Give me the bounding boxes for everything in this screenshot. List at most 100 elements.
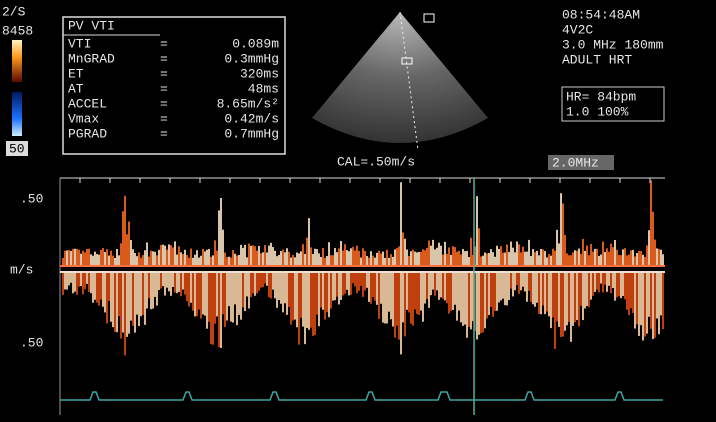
spectrum-up: [564, 235, 566, 266]
spectrum-down: [596, 272, 598, 290]
measurement-label: ACCEL: [68, 96, 107, 111]
spectrum-up: [360, 258, 362, 266]
spectrum-up: [528, 240, 530, 266]
spectrum-up: [126, 234, 128, 266]
spectrum-down: [98, 272, 100, 306]
spectrum-down: [264, 272, 266, 283]
spectrum-up: [408, 256, 410, 266]
spectrum-down: [462, 272, 464, 326]
spectrum-down: [192, 272, 194, 311]
spectrum-up: [200, 256, 202, 266]
spectrum-down: [508, 272, 510, 300]
spectrum-up: [104, 252, 106, 266]
spectrum-down: [650, 272, 652, 329]
spectrum-down: [234, 272, 236, 304]
spectrum-down: [272, 272, 274, 290]
spectrum-up: [368, 258, 370, 266]
measurement-value: 48ms: [248, 81, 279, 96]
spectrum-down: [386, 272, 388, 323]
spectrum-up: [640, 251, 642, 266]
measurement-value: 0.7mmHg: [224, 126, 279, 141]
spectrum-up: [400, 182, 402, 266]
spectrum-up: [534, 252, 536, 266]
spectrum-up: [148, 257, 150, 266]
spectrum-down: [628, 272, 630, 315]
spectrum-down: [202, 272, 204, 314]
spectrum-down: [114, 272, 116, 332]
spectrum-up: [236, 256, 238, 266]
spectrum-down: [332, 272, 334, 301]
spectrum-down: [62, 272, 64, 295]
spectrum-up: [290, 258, 292, 266]
spectrum-down: [88, 272, 90, 292]
spectrum-down: [618, 272, 620, 296]
spectrum-down: [86, 272, 88, 284]
measurement-label: AT: [68, 81, 84, 96]
spectrum-down: [402, 272, 404, 322]
spectrum-down: [644, 272, 646, 337]
spectrum-down: [208, 272, 210, 322]
spectrum-up: [624, 248, 626, 266]
spectrum-down: [372, 272, 374, 297]
spectrum-down: [532, 272, 534, 304]
spectrum-up: [144, 250, 146, 266]
info-line: 4V2C: [562, 22, 593, 37]
spectrum-down: [112, 272, 114, 327]
spectrum-down: [82, 272, 84, 294]
spectrum-down: [178, 272, 180, 292]
spectrum-down: [306, 272, 308, 328]
spectrum-down: [404, 272, 406, 336]
spectrum-down: [116, 272, 118, 332]
spectrum-down: [494, 272, 496, 311]
frequency-label: 2.0MHz: [552, 155, 599, 170]
axis-label: .50: [20, 335, 43, 350]
spectrum-down: [450, 272, 452, 311]
spectrum-down: [630, 272, 632, 308]
spectrum-down: [570, 272, 572, 342]
spectrum-down: [196, 272, 198, 316]
spectrum-up: [456, 252, 458, 266]
spectrum-up: [64, 251, 66, 266]
spectrum-down: [92, 272, 94, 303]
spectrum-up: [336, 252, 338, 266]
spectrum-down: [556, 272, 558, 321]
spectrum-up: [178, 246, 180, 266]
spectrum-up: [648, 230, 650, 266]
spectrum-up: [550, 256, 552, 266]
spectrum-up: [530, 256, 532, 266]
measurement-equals: =: [160, 66, 168, 81]
spectrum-up: [382, 252, 384, 266]
spectrum-down: [436, 272, 438, 290]
spectrum-up: [616, 250, 618, 266]
spectrum-up: [478, 228, 480, 266]
spectrum-down: [140, 272, 142, 316]
spectrum-down: [542, 272, 544, 305]
spectrum-down: [164, 272, 166, 295]
spectrum-down: [232, 272, 234, 323]
spectrum-up: [194, 255, 196, 266]
spectrum-up: [98, 255, 100, 266]
spectrum-down: [622, 272, 624, 296]
spectrum-down: [236, 272, 238, 325]
spectrum-down: [282, 272, 284, 312]
spectrum-up: [420, 252, 422, 266]
spectrum-down: [476, 272, 478, 340]
spectrum-down: [292, 272, 294, 321]
spectrum-up: [580, 254, 582, 266]
axis-label: m/s: [10, 262, 33, 277]
spectrum-down: [122, 272, 124, 333]
spectrum-down: [652, 272, 654, 339]
spectrum-up: [440, 246, 442, 266]
spectrum-up: [216, 251, 218, 266]
spectrum-down: [458, 272, 460, 310]
spectrum-down: [350, 272, 352, 295]
spectrum-up: [544, 251, 546, 266]
spectrum-down: [354, 272, 356, 286]
spectrum-down: [662, 272, 664, 329]
spectrum-up: [414, 252, 416, 266]
spectrum-down: [388, 272, 390, 312]
spectrum-down: [214, 272, 216, 324]
spectrum-up: [184, 250, 186, 266]
spectrum-up: [422, 249, 424, 266]
spectrum-down: [168, 272, 170, 291]
